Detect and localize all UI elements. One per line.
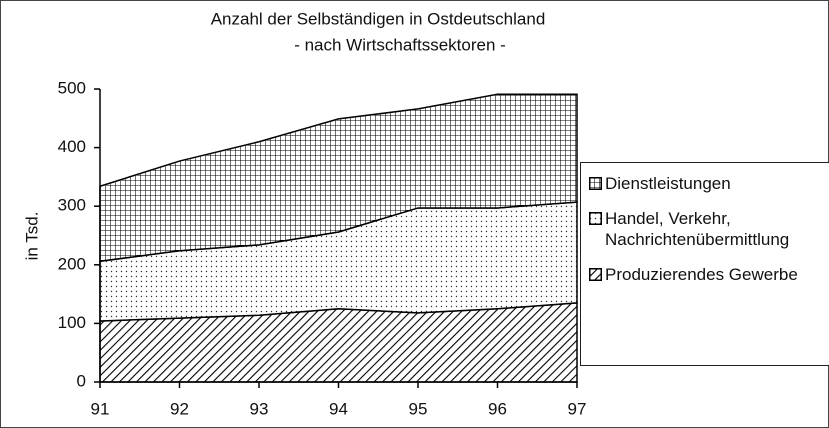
area xyxy=(99,93,578,263)
legend-swatch-fill xyxy=(589,212,602,225)
x-tick-label: 94 xyxy=(329,399,348,418)
legend-swatch xyxy=(589,212,602,225)
legend-label: Handel, Verkehr, Nachrichtenübermittlung xyxy=(605,209,790,249)
x-tick-label: 95 xyxy=(409,399,428,418)
chart-subtitle: - nach Wirtschaftssektoren - xyxy=(294,35,506,54)
y-tick-label: 200 xyxy=(58,254,86,273)
legend-label: Dienstleistungen xyxy=(605,174,731,193)
y-tick-label: 300 xyxy=(58,196,86,215)
legend-swatch xyxy=(589,177,602,190)
legend-item: Produzierendes Gewerbe xyxy=(589,264,829,285)
legend-swatch-fill xyxy=(589,268,602,281)
x-tick-label: 96 xyxy=(488,399,507,418)
legend-item: Dienstleistungen xyxy=(589,173,829,194)
y-tick-label: 0 xyxy=(77,371,86,390)
legend: Dienstleistungen Handel, Verkehr, Nachric… xyxy=(580,162,829,366)
legend-label: Produzierendes Gewerbe xyxy=(605,265,798,284)
x-tick-label: 93 xyxy=(250,399,269,418)
legend-item: Handel, Verkehr, Nachrichtenübermittlung xyxy=(589,208,829,250)
y-axis-label: in Tsd. xyxy=(22,212,41,261)
chart-title: Anzahl der Selbständigen in Ostdeutschla… xyxy=(211,9,546,28)
x-tick-label: 97 xyxy=(568,399,587,418)
legend-swatch-fill xyxy=(589,177,602,190)
legend-swatch xyxy=(589,268,602,281)
x-tick-label: 92 xyxy=(170,399,189,418)
y-tick-label: 100 xyxy=(58,313,86,332)
y-tick-label: 500 xyxy=(58,78,86,97)
y-tick-label: 400 xyxy=(58,137,86,156)
x-tick-label: 91 xyxy=(91,399,110,418)
